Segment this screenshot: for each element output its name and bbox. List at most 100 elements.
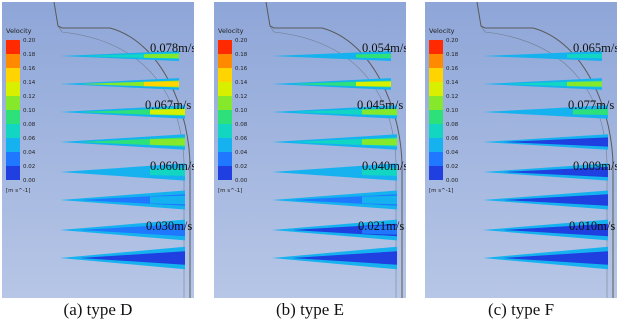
velocity-jet [60,190,185,210]
legend-swatch [218,96,232,110]
legend-title: Velocity [218,27,244,35]
legend-tick-label: 0.16 [235,66,248,72]
legend-tick-label: 0.06 [23,136,36,142]
legend-swatch [6,96,20,110]
legend-tick-label: 0.12 [235,94,247,100]
legend-tick-label: 0.06 [446,136,459,142]
legend-tick-label: 0.08 [23,122,36,128]
legend-swatch [218,166,232,180]
legend-tick-label: 0.04 [23,150,36,156]
legend-tick-label: 0.00 [23,178,36,184]
legend-swatch [429,96,443,110]
contour-plot: Velocity 0.20 0.18 0.16 0.14 0.12 0.10 0.08 0.06… [425,2,617,298]
legend-tick-label: 0.14 [235,80,248,86]
velocity-annotation: 0.010m/s [569,219,615,233]
legend-swatch [429,124,443,138]
velocity-jet [60,246,185,270]
velocity-annotation: 0.040m/s [362,159,406,173]
velocity-jet [272,219,397,241]
legend-tick-label: 0.16 [23,66,36,72]
legend-tick-label: 0.20 [23,38,36,44]
velocity-jet [483,134,608,150]
legend-tick-label: 0.18 [23,52,36,58]
legend-swatch [6,152,20,166]
legend-swatch [429,40,443,54]
legend-tick-label: 0.12 [446,94,458,100]
velocity-jet [272,78,391,90]
velocity-annotation: 0.065m/s [573,41,617,55]
velocity-jet [272,134,397,150]
velocity-jet [272,163,397,181]
legend-tick-label: 0.10 [235,108,248,114]
legend-swatch [218,40,232,54]
velocity-jet [483,51,602,61]
legend-swatch [218,54,232,68]
legend-tick-label: 0.02 [235,164,247,170]
legend-swatch [218,68,232,82]
caption-type-f: (c) type F [487,300,555,319]
velocity-annotation: 0.009m/s [573,159,617,173]
legend-tick-label: 0.14 [446,80,459,86]
contour-plot: Velocity 0.20 0.18 0.16 0.14 0.12 0.10 0.08 0.06… [2,2,194,298]
legend-swatch [429,54,443,68]
legend-title: Velocity [6,27,32,35]
legend-tick-label: 0.00 [446,178,459,184]
velocity-annotation: 0.078m/s [150,41,194,55]
legend-tick-label: 0.04 [235,150,248,156]
velocity-jet [483,78,602,90]
velocity-jet [60,134,185,150]
panel-type-d: Velocity 0.20 0.18 0.16 0.14 0.12 0.10 0.08 0.06… [2,2,194,298]
velocity-jet [60,163,185,181]
legend-tick-label: 0.14 [23,80,36,86]
velocity-jet [483,105,608,119]
velocity-jet [483,163,608,181]
legend-swatch [218,124,232,138]
legend-swatch [6,124,20,138]
legend-unit: [m s^-1] [429,188,453,194]
velocity-annotation: 0.060m/s [150,159,194,173]
legend-swatch [6,68,20,82]
legend-tick-label: 0.08 [235,122,248,128]
legend-swatch [429,152,443,166]
legend-tick-label: 0.10 [446,108,459,114]
velocity-annotation: 0.054m/s [362,41,406,55]
legend-swatch [429,110,443,124]
legend-swatch [6,166,20,180]
legend-swatch [6,82,20,96]
velocity-jet [272,246,397,270]
panel-type-f: Velocity 0.20 0.18 0.16 0.14 0.12 0.10 0.08 0.06… [425,2,617,298]
velocity-jet [272,190,397,210]
legend-swatch [6,54,20,68]
legend-tick-label: 0.02 [23,164,35,170]
domain-wall [53,2,191,298]
contour-plot: Velocity 0.20 0.18 0.16 0.14 0.12 0.10 0.08 0.06… [214,2,406,298]
caption-type-d: (a) type D [63,300,133,319]
legend-tick-label: 0.08 [446,122,459,128]
velocity-jet [483,190,608,210]
legend-swatch [429,68,443,82]
legend-tick-label: 0.18 [235,52,248,58]
velocity-jet [272,105,397,119]
velocity-jet [272,51,391,61]
domain-wall [265,2,403,298]
velocity-annotation: 0.077m/s [568,98,614,112]
legend-swatch [6,138,20,152]
legend-swatch [429,82,443,96]
domain-wall [476,2,614,298]
legend-swatch [429,138,443,152]
legend-tick-label: 0.10 [23,108,36,114]
panel-type-e: Velocity 0.20 0.18 0.16 0.14 0.12 0.10 0.08 0.06… [214,2,406,298]
velocity-annotation: 0.067m/s [145,98,191,112]
legend-swatch [218,152,232,166]
legend-tick-label: 0.16 [446,66,459,72]
legend-tick-label: 0.18 [446,52,459,58]
legend-unit: [m s^-1] [218,188,242,194]
plot-background [2,2,194,298]
velocity-annotation: 0.030m/s [146,219,192,233]
caption-type-e: (b) type E [276,300,344,319]
velocity-jet [60,219,185,241]
legend-swatch [218,82,232,96]
legend-swatch [6,110,20,124]
legend-swatch [429,166,443,180]
velocity-jet [60,78,179,90]
